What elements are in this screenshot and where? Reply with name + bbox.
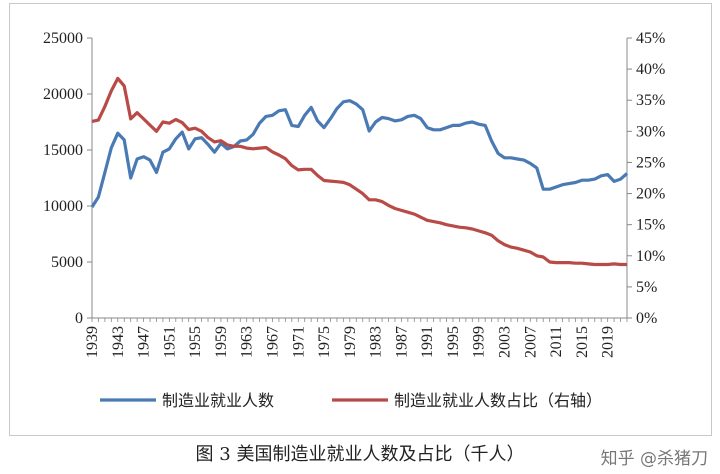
x-tick-label: 2019 <box>600 326 617 358</box>
x-tick-label: 1955 <box>187 326 204 358</box>
x-tick-label: 1979 <box>342 326 359 358</box>
watermark: 知乎 @杀猪刀 <box>600 449 708 469</box>
y-left-tick-label: 10000 <box>43 198 83 215</box>
x-tick-label: 1987 <box>393 326 410 358</box>
y-right-tick-label: 35% <box>636 92 665 109</box>
x-tick-label: 2015 <box>574 326 591 358</box>
x-tick-label: 1963 <box>239 326 256 358</box>
y-left-tick-label: 20000 <box>43 86 83 103</box>
line-chart: 0 5000 10000 15000 20000 25000 0% 5% 10% 15% 20% 25… <box>43 30 665 410</box>
y-right-tick-label: 30% <box>636 123 665 140</box>
chart-frame: 0 5000 10000 15000 20000 25000 0% 5% 10% 15% 20% 25… <box>9 3 712 436</box>
x-tick-label: 1959 <box>213 326 230 358</box>
y-left-tick-label: 15000 <box>43 142 83 159</box>
axes: 0 5000 10000 15000 20000 25000 0% 5% 10% 15% 20% 25… <box>43 30 665 358</box>
y-right-tick-label: 20% <box>636 186 665 203</box>
y-right-tick-label: 15% <box>636 217 665 234</box>
y-left-tick-label: 0 <box>75 310 83 327</box>
x-tick-label: 2003 <box>497 326 514 358</box>
legend-label: 制造业就业人数 <box>162 391 274 410</box>
series-lines <box>90 76 629 267</box>
x-tick-label: 1951 <box>161 326 178 358</box>
share-series-line <box>91 76 627 267</box>
y-right-tick-label: 25% <box>636 154 665 171</box>
x-tick-label: 1975 <box>316 326 333 358</box>
x-tick-label: 1995 <box>445 326 462 358</box>
legend: 制造业就业人数 制造业就业人数占比（右轴） <box>100 391 602 410</box>
x-tick-label: 1947 <box>136 326 153 358</box>
y-right-tick-label: 0% <box>636 310 657 327</box>
y-left-tick-label: 25000 <box>43 30 83 47</box>
x-tick-label: 1967 <box>264 326 281 358</box>
x-tick-label: 1943 <box>110 326 127 358</box>
figure-caption: 图 3 美国制造业就业人数及占比（千人） <box>195 444 525 465</box>
x-tick-label: 1939 <box>84 326 101 358</box>
y-left-tick-label: 5000 <box>51 254 83 271</box>
y-right-tick-label: 10% <box>636 248 665 265</box>
x-tick-label: 1999 <box>471 326 488 358</box>
employment-series-line <box>90 99 629 208</box>
x-tick-label: 2011 <box>548 326 565 357</box>
x-tick-label: 1971 <box>290 326 307 358</box>
y-right-tick-label: 45% <box>636 30 665 47</box>
x-tick-label: 2007 <box>522 326 539 358</box>
legend-label: 制造业就业人数占比（右轴） <box>394 391 602 410</box>
y-right-tick-label: 40% <box>636 61 665 78</box>
y-right-tick-label: 5% <box>636 279 657 296</box>
x-tick-label: 1991 <box>419 326 436 358</box>
x-tick-label: 1983 <box>368 326 385 358</box>
